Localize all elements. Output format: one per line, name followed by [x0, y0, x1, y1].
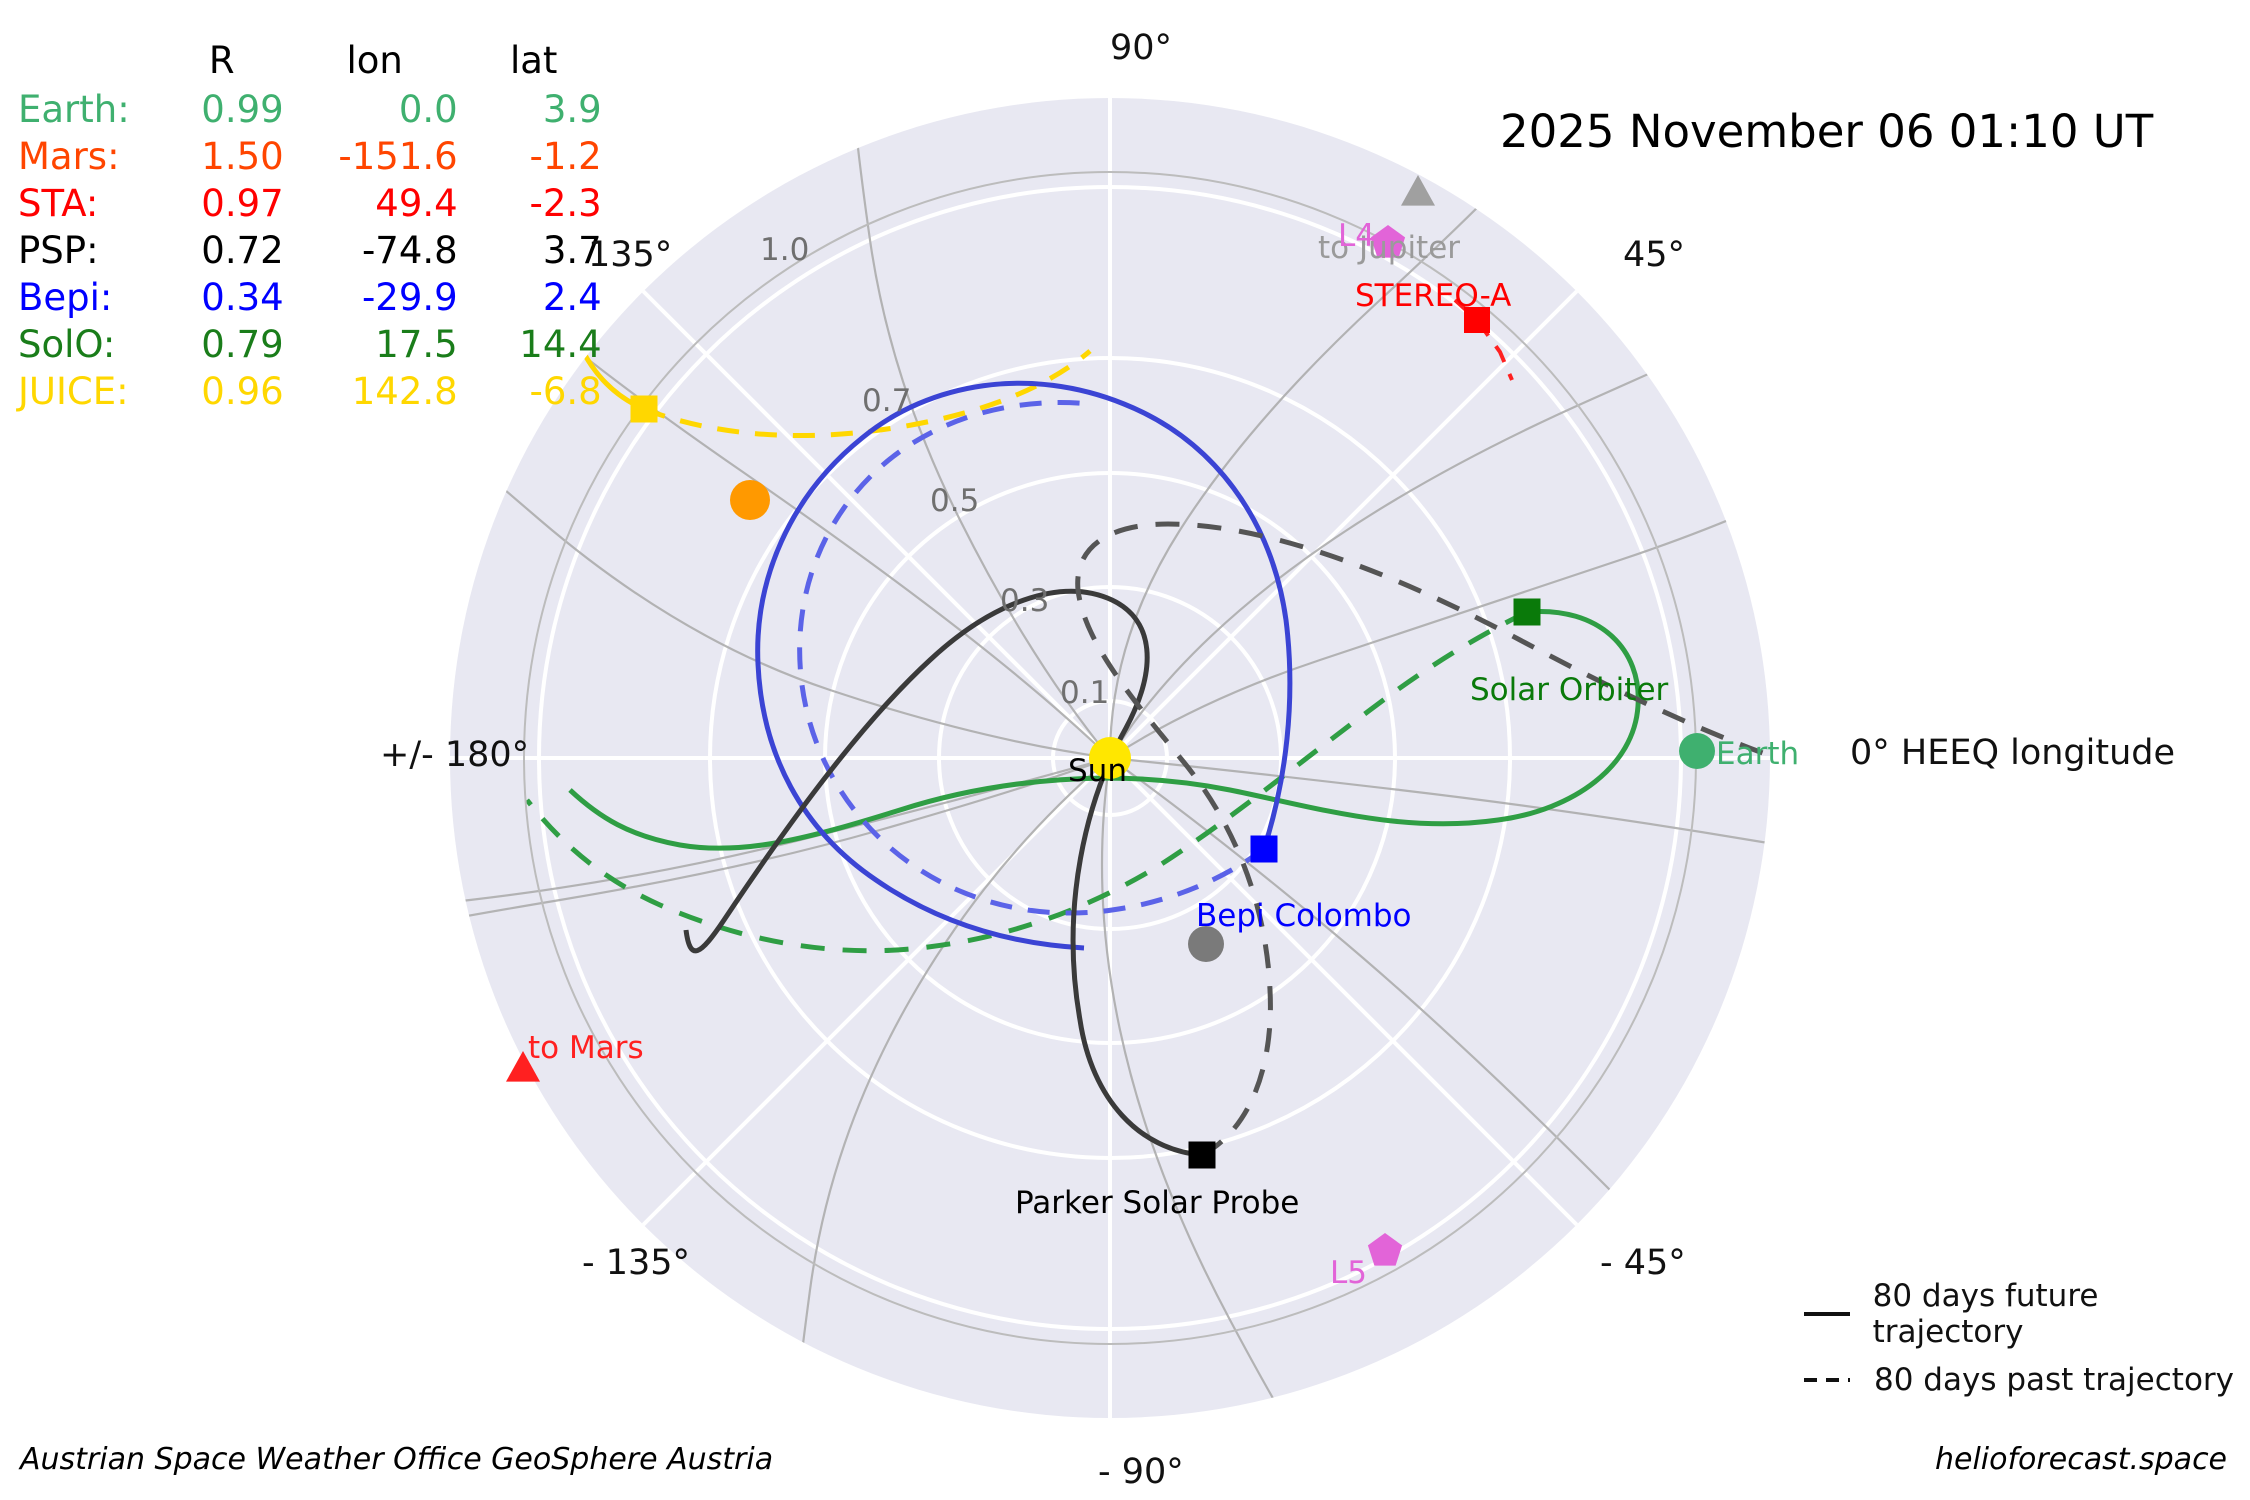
- table-row: Bepi: 0.34 -29.9 2.4: [18, 279, 606, 326]
- angle-tick-label: 45°: [1623, 235, 1686, 275]
- dashed-line-icon: [1804, 1378, 1850, 1382]
- angle-tick-label: +/- 180°: [380, 735, 530, 775]
- col-header-name: [18, 42, 156, 91]
- row-longitude: 142.8: [351, 370, 458, 413]
- legend-item-past: 80 days past trajectory: [1800, 1362, 2250, 1398]
- row-radius: 0.79: [201, 323, 284, 366]
- to-mars-marker[interactable]: [506, 1051, 540, 1082]
- row-radius: 0.34: [201, 276, 284, 319]
- row-radius: 1.50: [201, 135, 284, 178]
- row-latitude: -1.2: [529, 135, 602, 178]
- bepi-colombo-label: Bepi Colombo: [1196, 898, 1412, 934]
- row-radius: 0.72: [201, 229, 284, 272]
- legend-label-future: 80 days future trajectory: [1872, 1278, 2099, 1350]
- radial-tick-label: 1.0: [760, 232, 810, 268]
- row-latitude: -2.3: [529, 182, 602, 225]
- stereo-a-marker[interactable]: [1464, 307, 1490, 333]
- row-object-name: PSP:: [18, 229, 99, 272]
- col-header-lon: lon: [346, 39, 403, 82]
- solar-orbiter-label: Solar Orbiter: [1470, 672, 1669, 708]
- earth-label: Earth: [1716, 736, 1800, 772]
- row-object-name: Bepi:: [18, 276, 113, 319]
- object-markers: [506, 175, 1715, 1266]
- legend-item-future: 80 days future trajectory: [1800, 1278, 2250, 1350]
- stereo-a-label: STEREO-A: [1355, 278, 1512, 314]
- table-row: STA: 0.97 49.4 -2.3: [18, 185, 606, 232]
- col-header-lat: lat: [509, 39, 558, 82]
- angle-tick-label: - 135°: [582, 1243, 691, 1283]
- to-jupiter-label: to Jupiter: [1318, 230, 1461, 266]
- sun-marker[interactable]: [1089, 737, 1131, 779]
- row-radius: 0.96: [201, 370, 284, 413]
- row-longitude: 17.5: [375, 323, 458, 366]
- table-row: Earth: 0.99 0.0 3.9: [18, 91, 606, 138]
- row-object-name: Earth:: [18, 88, 130, 131]
- row-longitude: -29.9: [361, 276, 458, 319]
- row-latitude: 3.7: [542, 229, 602, 272]
- row-radius: 0.97: [201, 182, 284, 225]
- juice-marker[interactable]: [630, 395, 658, 423]
- footer-left: Austrian Space Weather Office GeoSphere …: [20, 1442, 774, 1477]
- table-row: SolO: 0.79 17.5 14.4: [18, 326, 606, 373]
- row-radius: 0.99: [201, 88, 284, 131]
- object-position-table: R lon lat Earth: 0.99 0.0 3.9 Mars: 1.50 -151.…: [18, 42, 606, 420]
- to-jupiter-marker[interactable]: [1401, 175, 1435, 206]
- l4-marker[interactable]: [1370, 225, 1406, 258]
- bepi-trajectory: [755, 380, 1293, 951]
- solid-line-icon: [1804, 1312, 1850, 1316]
- row-object-name: JUICE:: [18, 370, 129, 413]
- angle-tick-label: - 45°: [1600, 1243, 1686, 1283]
- parker-solar-probe-label: Parker Solar Probe: [1015, 1185, 1300, 1221]
- trajectory-legend: 80 days future trajectory 80 days past t…: [1800, 1278, 2250, 1398]
- unlabeled-orange-marker[interactable]: [730, 480, 770, 520]
- radial-tick-label: 0.1: [1060, 675, 1110, 711]
- solar-orbiter-trajectory: [525, 608, 1641, 954]
- row-object-name: Mars:: [18, 135, 120, 178]
- position-table: R lon lat Earth: 0.99 0.0 3.9 Mars: 1.50 -151.…: [18, 42, 606, 420]
- sun-label: Sun: [1068, 753, 1127, 789]
- to-mars-label: to Mars: [528, 1030, 644, 1066]
- parker-solar-probe-marker[interactable]: [1188, 1141, 1216, 1169]
- angle-tick-label: 135°: [588, 235, 673, 275]
- l4-label: L4: [1338, 218, 1375, 254]
- longitude-grid: [450, 98, 1770, 1418]
- table-row: PSP: 0.72 -74.8 3.7: [18, 232, 606, 279]
- psp-trajectory: [683, 521, 1770, 1158]
- angle-tick-label: - 90°: [1098, 1452, 1184, 1492]
- l5-label: L5: [1330, 1255, 1367, 1291]
- earth-marker[interactable]: [1679, 733, 1715, 769]
- radial-tick-label: 0.3: [1000, 583, 1050, 619]
- row-longitude: -151.6: [338, 135, 458, 178]
- table-row: JUICE: 0.96 142.8 -6.8: [18, 373, 606, 420]
- table-header-row: R lon lat: [18, 42, 606, 91]
- row-longitude: 0.0: [398, 88, 458, 131]
- heeq-longitude-axis-label: 0° HEEQ longitude: [1850, 733, 2176, 773]
- row-latitude: -6.8: [529, 370, 602, 413]
- radial-tick-label: 0.7: [862, 383, 912, 419]
- solar-orbiter-marker[interactable]: [1513, 598, 1541, 626]
- legend-label-past: 80 days past trajectory: [1874, 1362, 2234, 1398]
- row-object-name: SolO:: [18, 323, 116, 366]
- angle-tick-label: 90°: [1110, 28, 1173, 68]
- row-latitude: 3.9: [542, 88, 602, 131]
- row-longitude: -74.8: [361, 229, 458, 272]
- row-longitude: 49.4: [375, 182, 458, 225]
- grey-dot-marker[interactable]: [1188, 926, 1224, 962]
- col-header-R: R: [208, 39, 235, 82]
- plot-title: 2025 November 06 01:10 UT: [1500, 105, 2154, 158]
- row-latitude: 2.4: [542, 276, 602, 319]
- l5-marker[interactable]: [1367, 1233, 1403, 1266]
- row-latitude: 14.4: [519, 323, 602, 366]
- footer-right: helioforecast.space: [1935, 1442, 2228, 1477]
- row-object-name: STA:: [18, 182, 99, 225]
- table-body: Earth: 0.99 0.0 3.9 Mars: 1.50 -151.6 -1.2 STA: 0…: [18, 91, 606, 420]
- table-row: Mars: 1.50 -151.6 -1.2: [18, 138, 606, 185]
- radial-tick-label: 0.5: [930, 483, 980, 519]
- bepi-colombo-marker[interactable]: [1250, 835, 1278, 863]
